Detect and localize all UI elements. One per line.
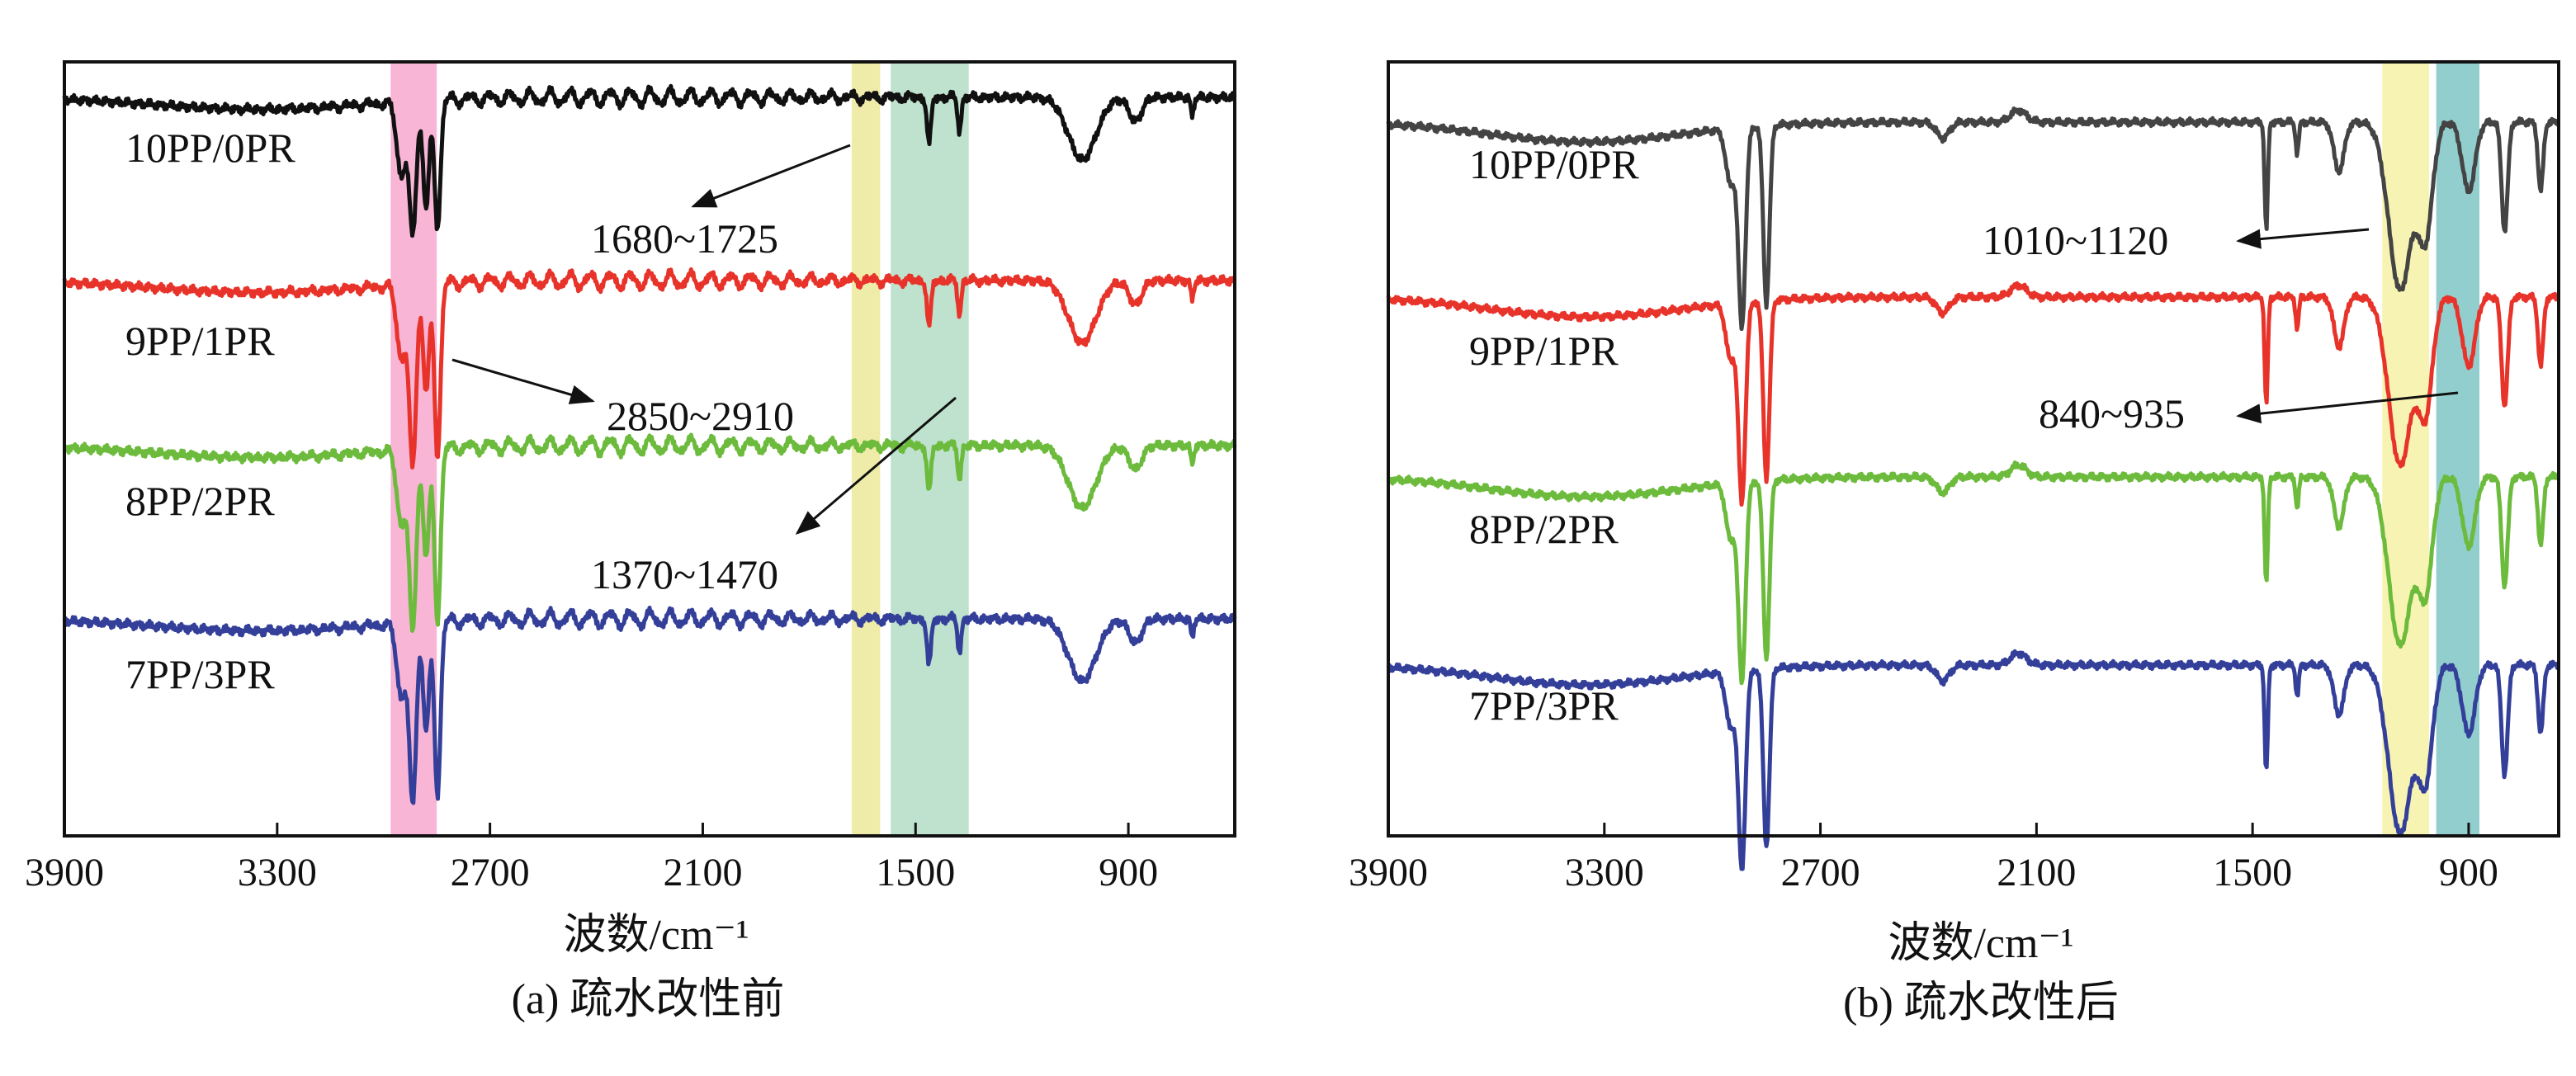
panel-a-annotation-2850: 2850~2910: [607, 393, 794, 439]
panel-a: 3900 3300 2700 2100 1500 900 10PP/0PR 9PP/1PR…: [25, 60, 1237, 1023]
panel-a-series-line-0: [62, 83, 1237, 238]
panel-a-annotation-1680: 1680~1725: [591, 215, 778, 262]
panel-b-x-tick-label-4: 1500: [2213, 851, 2292, 894]
panel-a-arrow-1370: [795, 396, 957, 535]
panel-a-caption: (a) 疏水改性前: [512, 976, 785, 1023]
panel-a-x-axis-title: 波数/cm⁻¹: [563, 912, 749, 959]
panel-a-series-label-9pp: 9PP/1PR: [125, 318, 275, 364]
panel-a-arrow-2850: [451, 358, 595, 404]
panel-b-series-label-10pp: 10PP/0PR: [1469, 141, 1639, 187]
panel-a-frame: [63, 60, 1236, 838]
panel-a-x-tick-label-4: 1500: [876, 851, 955, 894]
panel-a-x-tick-label-2: 2700: [451, 851, 530, 894]
panel-a-series-line-3: [62, 606, 1237, 805]
panel-a-arrow-1680: [691, 144, 851, 208]
panel-b-lines: [1386, 106, 2561, 871]
panel-b: 3900 3300 2700 2100 1500 900 10PP/0PR 9PP/1PR…: [1349, 60, 2561, 1026]
panel-a-series-line-1: [62, 267, 1237, 470]
panel-b-series-line-2: [1387, 460, 2559, 686]
panel-b-series-label-8pp: 8PP/2PR: [1469, 506, 1619, 552]
panel-b-series-label-9pp: 9PP/1PR: [1469, 328, 1619, 374]
panel-b-ticks: 3900 3300 2700 2100 1500 900: [1349, 823, 2498, 894]
panel-a-series-label-8pp: 8PP/2PR: [125, 478, 275, 524]
panel-b-x-tick-label-0: 3900: [1349, 851, 1428, 894]
panel-b-frame: [1387, 60, 2560, 838]
panel-b-annotation-1010: 1010~1120: [1983, 217, 2168, 263]
panel-a-x-tick-label-1: 3300: [238, 851, 317, 894]
panel-a-annotation-1370: 1370~1470: [591, 551, 778, 597]
panel-b-x-tick-label-2: 2700: [1781, 851, 1860, 894]
panel-b-x-tick-label-5: 900: [2439, 851, 2498, 894]
panel-b-annotation-840: 840~935: [2039, 390, 2185, 437]
panel-b-x-tick-label-1: 3300: [1565, 851, 1644, 894]
panel-b-arrow-1010: [2236, 228, 2370, 249]
panel-b-series-label-7pp: 7PP/3PR: [1469, 682, 1619, 729]
panel-a-series-label-7pp: 7PP/3PR: [125, 651, 275, 697]
panel-b-x-tick-label-3: 2100: [1997, 851, 2076, 894]
panel-b-arrow-840: [2236, 391, 2459, 424]
panel-b-series-line-1: [1386, 281, 2561, 507]
panel-a-ticks: 3900 3300 2700 2100 1500 900: [25, 823, 1158, 894]
panel-a-series-label-10pp: 10PP/0PR: [125, 125, 295, 171]
panel-a-x-tick-label-0: 3900: [25, 851, 104, 894]
panel-a-x-tick-label-3: 2100: [663, 851, 742, 894]
panel-b-caption: (b) 疏水改性后: [1843, 979, 2119, 1026]
panel-b-x-axis-title: 波数/cm⁻¹: [1888, 920, 2073, 967]
panel-a-x-tick-label-5: 900: [1099, 851, 1158, 894]
panel-a-lines: [62, 83, 1237, 805]
panel-b-series-line-0: [1386, 106, 2561, 332]
panel-b-series-line-3: [1386, 649, 2561, 871]
panel-a-series-line-2: [62, 432, 1237, 633]
